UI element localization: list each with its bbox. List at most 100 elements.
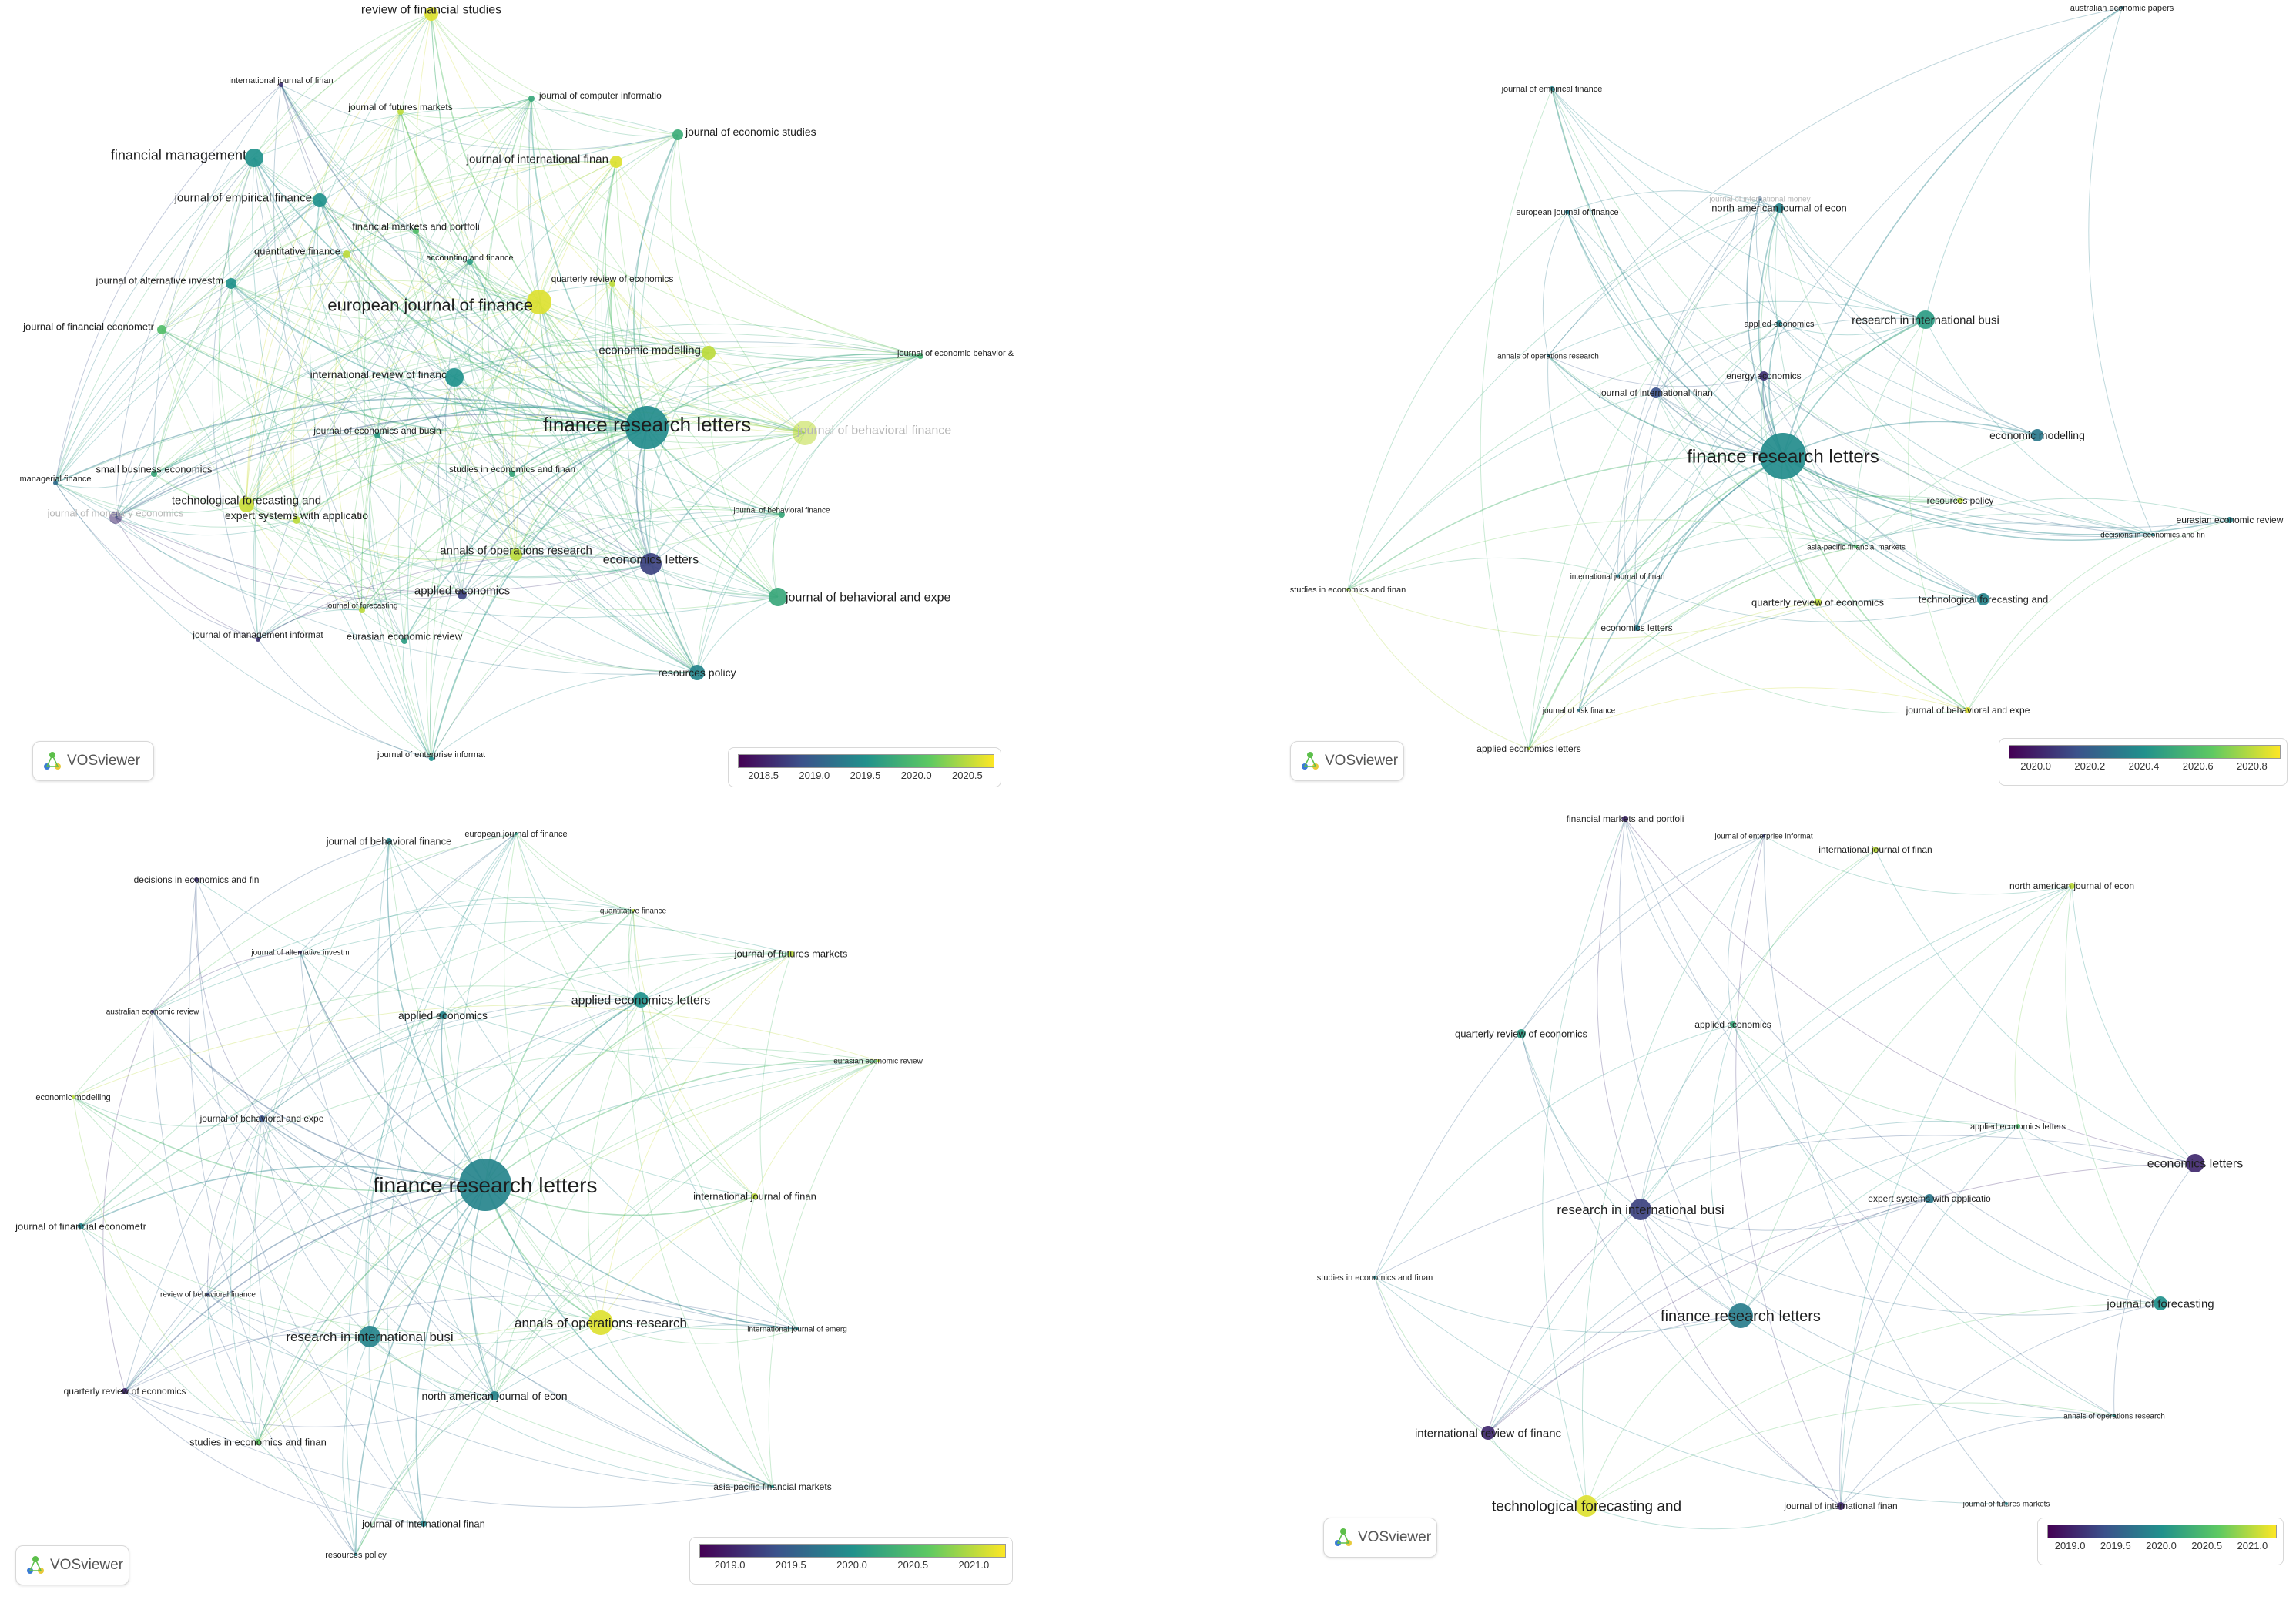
node-journal-of-behavioral-and-expe[interactable] xyxy=(769,588,787,606)
node-economic-modelling[interactable] xyxy=(2031,429,2043,441)
node-asia-pacific-financial-markets[interactable] xyxy=(771,1485,774,1488)
node-eurasian-economic-review[interactable] xyxy=(2227,517,2233,523)
node-asia-pacific-financial-markets[interactable] xyxy=(1855,545,1858,548)
node-expert-systems-with-applicatio[interactable] xyxy=(293,516,300,524)
node-international-journal-of-finan[interactable] xyxy=(279,82,283,87)
node-journal-of-forecasting[interactable] xyxy=(2154,1296,2167,1310)
node-journal-of-alternative-investm[interactable] xyxy=(226,278,236,289)
node-research-in-international-busi[interactable] xyxy=(359,1326,380,1347)
node-journal-of-international-finan[interactable] xyxy=(1837,1502,1845,1510)
node-journal-of-economic-behavior-[interactable] xyxy=(917,353,923,359)
node-applied-economics[interactable] xyxy=(439,1011,447,1019)
node-applied-economics[interactable] xyxy=(458,590,467,599)
node-decisions-in-economics-and-fin[interactable] xyxy=(194,877,199,882)
node-journal-of-financial-econometr[interactable] xyxy=(78,1223,84,1229)
node-applied-economics-letters[interactable] xyxy=(2016,1124,2020,1129)
node-journal-of-futures-markets[interactable] xyxy=(2005,1502,2008,1505)
node-financial-management[interactable] xyxy=(245,149,263,167)
node-annals-of-operations-research[interactable] xyxy=(1547,354,1550,357)
node-finance-research-letters[interactable] xyxy=(459,1159,511,1211)
node-studies-in-economics-and-finan[interactable] xyxy=(1373,1276,1376,1279)
node-european-journal-of-finance[interactable] xyxy=(1565,210,1570,214)
node-journal-of-monetary-economics[interactable] xyxy=(109,512,122,524)
node-eurasian-economic-review[interactable] xyxy=(401,638,407,644)
node-quarterly-review-of-economics[interactable] xyxy=(1517,1029,1526,1038)
node-journal-of-management-informat[interactable] xyxy=(256,637,260,642)
node-journal-of-empirical-finance[interactable] xyxy=(1550,86,1554,91)
node-financial-markets-and-portfoli[interactable] xyxy=(1622,816,1628,822)
node-expert-systems-with-applicatio[interactable] xyxy=(1925,1194,1934,1203)
node-research-in-international-busi[interactable] xyxy=(1916,310,1935,329)
node-journal-of-enterprise-informat[interactable] xyxy=(1762,834,1765,837)
node-journal-of-behavioral-finance[interactable] xyxy=(793,421,817,445)
node-journal-of-behavioral-and-expe[interactable] xyxy=(1965,707,1971,713)
node-journal-of-behavioral-and-expe[interactable] xyxy=(259,1115,265,1122)
node-technological-forecasting-and[interactable] xyxy=(1977,593,1989,605)
node-european-journal-of-finance[interactable] xyxy=(515,832,518,835)
node-managerial-finance[interactable] xyxy=(53,481,58,485)
node-economics-letters[interactable] xyxy=(1634,625,1640,631)
node-finance-research-letters[interactable] xyxy=(625,406,669,449)
node-journal-of-financial-econometr[interactable] xyxy=(157,325,166,334)
node-annals-of-operations-research[interactable] xyxy=(588,1310,613,1335)
node-applied-economics-letters[interactable] xyxy=(633,992,649,1008)
node-review-of-financial-studies[interactable] xyxy=(424,7,438,21)
node-financial-markets-and-portfoli[interactable] xyxy=(413,228,419,234)
node-finance-research-letters[interactable] xyxy=(1760,433,1806,479)
node-journal-of-economic-studies[interactable] xyxy=(672,129,683,140)
node-decisions-in-economics-and-fin[interactable] xyxy=(2151,533,2154,536)
node-journal-of-futures-markets[interactable] xyxy=(397,109,404,115)
node-technological-forecasting-and[interactable] xyxy=(1576,1495,1597,1517)
node-journal-of-international-finan[interactable] xyxy=(1651,387,1661,398)
node-australian-economic-papers[interactable] xyxy=(2120,6,2123,9)
node-economics-letters[interactable] xyxy=(640,553,662,575)
node-journal-of-empirical-finance[interactable] xyxy=(313,193,327,207)
node-small-business-economics[interactable] xyxy=(151,471,157,477)
node-journal-of-behavioral-finance[interactable] xyxy=(386,838,392,844)
node-journal-of-futures-markets[interactable] xyxy=(788,951,794,957)
node-journal-of-international-finan[interactable] xyxy=(610,156,622,168)
node-european-journal-of-finance[interactable] xyxy=(527,290,551,314)
node-quantitative-finance[interactable] xyxy=(343,250,350,258)
node-applied-economics[interactable] xyxy=(1730,1021,1736,1028)
node-economic-modelling[interactable] xyxy=(72,1095,75,1099)
node-studies-in-economics-and-finan[interactable] xyxy=(509,471,515,477)
node-applied-economics[interactable] xyxy=(1776,320,1782,327)
node-economics-letters[interactable] xyxy=(2186,1154,2204,1172)
node-north-american-journal-of-econ[interactable] xyxy=(1775,203,1784,213)
node-north-american-journal-of-econ[interactable] xyxy=(490,1391,499,1400)
node-journal-of-computer-informatio[interactable] xyxy=(528,96,535,102)
node-international-review-of-financ[interactable] xyxy=(1481,1426,1495,1440)
node-research-in-international-busi[interactable] xyxy=(1630,1199,1651,1220)
node-resources-policy[interactable] xyxy=(689,665,705,680)
node-applied-economics-letters[interactable] xyxy=(1527,747,1530,750)
node-north-american-journal-of-econ[interactable] xyxy=(2069,883,2075,889)
node-international-review-of-financ[interactable] xyxy=(445,368,464,387)
node-international-journal-of-emerg[interactable] xyxy=(796,1327,799,1330)
node-journal-of-enterprise-informat[interactable] xyxy=(429,756,434,761)
node-journal-of-alternative-investm[interactable] xyxy=(299,951,302,954)
node-journal-of-international-money[interactable] xyxy=(1758,196,1762,201)
node-journal-of-economics-and-busin[interactable] xyxy=(374,432,380,438)
node-journal-of-forecasting[interactable] xyxy=(359,607,365,613)
node-economic-modelling[interactable] xyxy=(702,346,716,360)
node-quantitative-finance[interactable] xyxy=(632,909,635,912)
node-quarterly-review-of-economics[interactable] xyxy=(122,1388,128,1394)
node-studies-in-economics-and-finan[interactable] xyxy=(1346,588,1349,591)
node-accounting-and-finance[interactable] xyxy=(467,259,473,265)
node-journal-of-international-finan[interactable] xyxy=(421,1521,427,1527)
node-international-journal-of-finan[interactable] xyxy=(752,1193,758,1199)
node-finance-research-letters[interactable] xyxy=(1728,1303,1753,1328)
node-international-journal-of-finan[interactable] xyxy=(1616,575,1619,578)
node-australian-economic-review[interactable] xyxy=(151,1010,154,1013)
node-journal-of-risk-finance[interactable] xyxy=(1577,709,1580,712)
node-quarterly-review-of-economics[interactable] xyxy=(609,280,615,287)
node-annals-of-operations-research[interactable] xyxy=(510,548,522,561)
node-studies-in-economics-and-finan[interactable] xyxy=(255,1439,261,1445)
node-eurasian-economic-review[interactable] xyxy=(877,1059,880,1062)
node-resources-policy[interactable] xyxy=(354,1553,357,1556)
node-resources-policy[interactable] xyxy=(1957,498,1963,504)
node-technological-forecasting-and[interactable] xyxy=(239,497,254,512)
node-energy-economics[interactable] xyxy=(1759,371,1768,381)
node-review-of-behavioral-finance[interactable] xyxy=(206,1293,209,1296)
